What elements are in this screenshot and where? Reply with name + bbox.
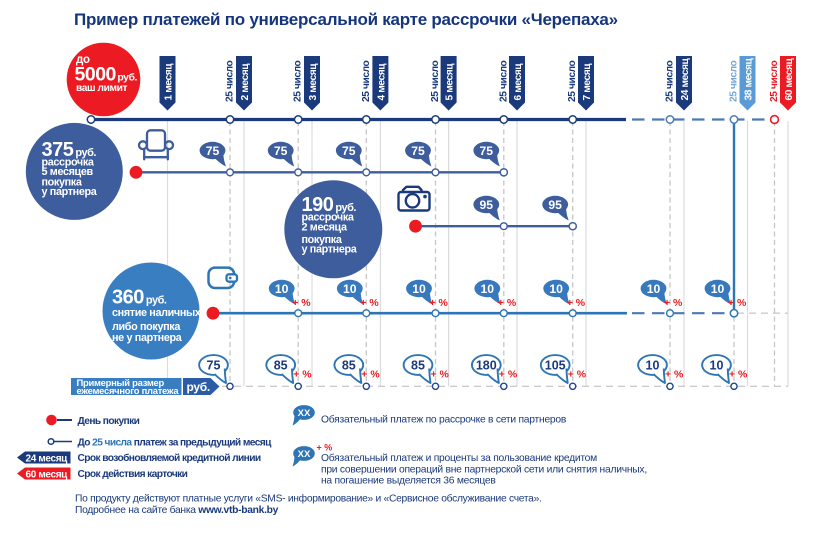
svg-text:+ %: + % xyxy=(430,297,449,309)
svg-text:5 месяц: 5 месяц xyxy=(445,63,456,101)
svg-text:25 число: 25 число xyxy=(430,60,441,102)
svg-text:+ %: + % xyxy=(317,443,333,453)
svg-text:+ %: + % xyxy=(361,369,380,381)
svg-text:10: 10 xyxy=(549,282,563,296)
svg-text:XX: XX xyxy=(298,408,311,419)
svg-text:10: 10 xyxy=(275,282,289,296)
svg-text:Пример платежей по универсальн: Пример платежей по универсальной карте р… xyxy=(74,10,618,29)
svg-text:25 число: 25 число xyxy=(665,60,676,102)
svg-text:10: 10 xyxy=(646,358,660,372)
svg-text:4 месяц: 4 месяц xyxy=(376,63,387,101)
svg-text:Примерный размер: Примерный размер xyxy=(77,377,165,388)
svg-text:10: 10 xyxy=(412,282,426,296)
svg-text:+ %: + % xyxy=(499,369,518,381)
svg-text:85: 85 xyxy=(274,358,288,372)
svg-text:105: 105 xyxy=(545,358,566,372)
svg-text:60 месяц: 60 месяц xyxy=(784,57,795,100)
svg-text:рассрочка: рассрочка xyxy=(302,212,355,224)
svg-text:+ %: + % xyxy=(360,297,379,309)
svg-text:+ %: + % xyxy=(293,369,312,381)
svg-text:95: 95 xyxy=(548,198,562,212)
svg-text:25 число: 25 число xyxy=(361,60,372,102)
svg-text:75: 75 xyxy=(206,144,220,158)
svg-text:покупка: покупка xyxy=(42,177,83,189)
svg-text:либо покупка: либо покупка xyxy=(112,321,181,333)
svg-text:75: 75 xyxy=(342,144,356,158)
svg-text:До 25 числа платеж за предыдущ: До 25 числа платеж за предыдущий месяц xyxy=(78,438,273,449)
svg-text:+ %: + % xyxy=(665,369,684,381)
svg-text:75: 75 xyxy=(207,358,221,372)
svg-text:на погашение выделяется 36 мес: на погашение выделяется 36 месяцев xyxy=(321,476,496,487)
svg-text:25 число: 25 число xyxy=(729,60,740,102)
svg-text:85: 85 xyxy=(411,358,425,372)
svg-text:25 число: 25 число xyxy=(769,60,780,102)
svg-text:у партнера: у партнера xyxy=(302,243,358,255)
svg-text:3 месяц: 3 месяц xyxy=(308,63,319,101)
svg-text:2 месяца: 2 месяца xyxy=(302,222,348,234)
svg-text:+ %: + % xyxy=(431,369,450,381)
svg-text:10: 10 xyxy=(711,282,725,296)
svg-text:25 число: 25 число xyxy=(567,60,578,102)
svg-text:10: 10 xyxy=(481,282,495,296)
svg-text:руб.: руб. xyxy=(187,380,210,394)
svg-text:2 месяц: 2 месяц xyxy=(240,63,251,101)
svg-text:+ %: + % xyxy=(664,297,683,309)
svg-text:снятие наличных: снятие наличных xyxy=(112,307,201,319)
svg-text:24 месяц: 24 месяц xyxy=(26,453,69,464)
svg-text:+ %: + % xyxy=(729,369,748,381)
svg-text:38 месяц: 38 месяц xyxy=(744,57,755,100)
svg-text:6 месяц: 6 месяц xyxy=(513,63,524,101)
svg-text:10: 10 xyxy=(647,282,661,296)
svg-text:25 число: 25 число xyxy=(498,60,509,102)
svg-text:Подробнее на сайте банка www.v: Подробнее на сайте банка www.vtb-bank.by xyxy=(75,504,279,516)
svg-text:ежемесячного платежа: ежемесячного платежа xyxy=(77,385,180,396)
svg-text:Обязательный платеж и проценты: Обязательный платеж и проценты за пользо… xyxy=(321,452,597,464)
svg-text:5 месяцев: 5 месяцев xyxy=(42,166,94,178)
svg-text:до: до xyxy=(76,54,90,66)
svg-text:+ %: + % xyxy=(568,369,587,381)
svg-text:покупка: покупка xyxy=(302,234,343,246)
svg-text:25 число: 25 число xyxy=(293,60,304,102)
svg-text:25 число: 25 число xyxy=(225,60,236,102)
svg-text:1 месяц: 1 месяц xyxy=(164,63,175,101)
svg-text:60 месяц: 60 месяц xyxy=(26,469,69,480)
svg-text:85: 85 xyxy=(342,358,356,372)
svg-text:День покупки: День покупки xyxy=(78,416,140,427)
svg-text:XX: XX xyxy=(298,449,311,460)
svg-text:75: 75 xyxy=(274,144,288,158)
svg-text:10: 10 xyxy=(343,282,357,296)
svg-text:24 месяц: 24 месяц xyxy=(680,57,691,100)
svg-text:По продукту действуют платные: По продукту действуют платные услуги «SM… xyxy=(75,493,542,505)
svg-text:10: 10 xyxy=(710,358,724,372)
svg-text:при совершении операций вне па: при совершении операций вне партнерской … xyxy=(321,464,647,475)
svg-text:ваш лимит: ваш лимит xyxy=(76,83,127,94)
svg-text:+ %: + % xyxy=(498,297,517,309)
svg-text:у партнера: у партнера xyxy=(42,186,98,198)
svg-text:7 месяц: 7 месяц xyxy=(582,63,593,101)
svg-text:не у партнера: не у партнера xyxy=(112,332,183,344)
svg-text:+ %: + % xyxy=(728,297,747,309)
svg-text:Обязательный платеж по рассроч: Обязательный платеж по рассрочке в сети … xyxy=(321,414,567,426)
svg-text:+ %: + % xyxy=(567,297,586,309)
svg-text:рассрочка: рассрочка xyxy=(42,156,95,168)
svg-text:Срок возобновляемой кредитной: Срок возобновляемой кредитной линии xyxy=(78,452,261,464)
svg-text:+ %: + % xyxy=(292,297,311,309)
svg-text:75: 75 xyxy=(480,144,494,158)
svg-text:95: 95 xyxy=(480,198,494,212)
svg-text:75: 75 xyxy=(411,144,425,158)
svg-text:Срок действия карточки: Срок действия карточки xyxy=(78,469,188,480)
svg-text:180: 180 xyxy=(476,358,497,372)
